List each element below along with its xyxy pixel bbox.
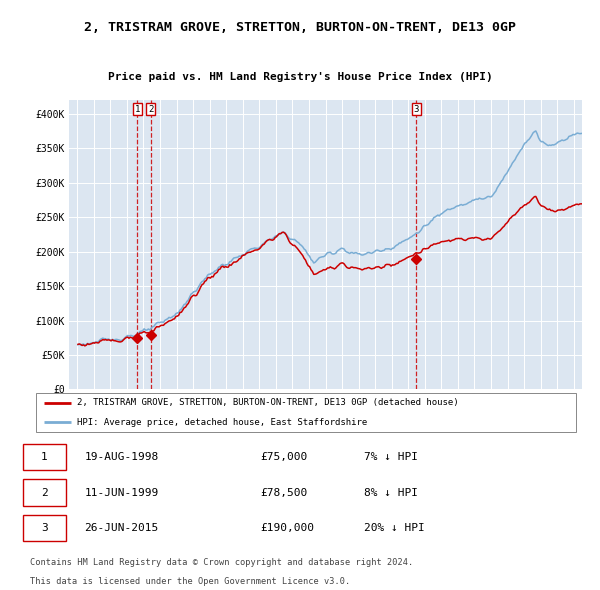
Text: 7% ↓ HPI: 7% ↓ HPI <box>364 452 418 462</box>
Text: £190,000: £190,000 <box>260 523 314 533</box>
Text: 2: 2 <box>41 487 47 497</box>
Text: 1: 1 <box>41 452 47 462</box>
Text: This data is licensed under the Open Government Licence v3.0.: This data is licensed under the Open Gov… <box>29 577 350 586</box>
Text: 3: 3 <box>413 104 419 114</box>
Text: 8% ↓ HPI: 8% ↓ HPI <box>364 487 418 497</box>
Text: HPI: Average price, detached house, East Staffordshire: HPI: Average price, detached house, East… <box>77 418 367 427</box>
Text: Price paid vs. HM Land Registry's House Price Index (HPI): Price paid vs. HM Land Registry's House … <box>107 73 493 83</box>
Text: 3: 3 <box>41 523 47 533</box>
Text: 19-AUG-1998: 19-AUG-1998 <box>84 452 158 462</box>
FancyBboxPatch shape <box>23 479 66 506</box>
Text: 2: 2 <box>148 104 154 114</box>
Text: £78,500: £78,500 <box>260 487 307 497</box>
Text: 2, TRISTRAM GROVE, STRETTON, BURTON-ON-TRENT, DE13 0GP (detached house): 2, TRISTRAM GROVE, STRETTON, BURTON-ON-T… <box>77 398 458 407</box>
FancyBboxPatch shape <box>35 393 577 432</box>
FancyBboxPatch shape <box>23 514 66 541</box>
Text: 26-JUN-2015: 26-JUN-2015 <box>84 523 158 533</box>
Text: Contains HM Land Registry data © Crown copyright and database right 2024.: Contains HM Land Registry data © Crown c… <box>29 558 413 567</box>
FancyBboxPatch shape <box>23 444 66 470</box>
Text: 20% ↓ HPI: 20% ↓ HPI <box>364 523 424 533</box>
Text: 11-JUN-1999: 11-JUN-1999 <box>84 487 158 497</box>
Text: 2, TRISTRAM GROVE, STRETTON, BURTON-ON-TRENT, DE13 0GP: 2, TRISTRAM GROVE, STRETTON, BURTON-ON-T… <box>84 21 516 34</box>
Text: 1: 1 <box>134 104 140 114</box>
Text: £75,000: £75,000 <box>260 452 307 462</box>
